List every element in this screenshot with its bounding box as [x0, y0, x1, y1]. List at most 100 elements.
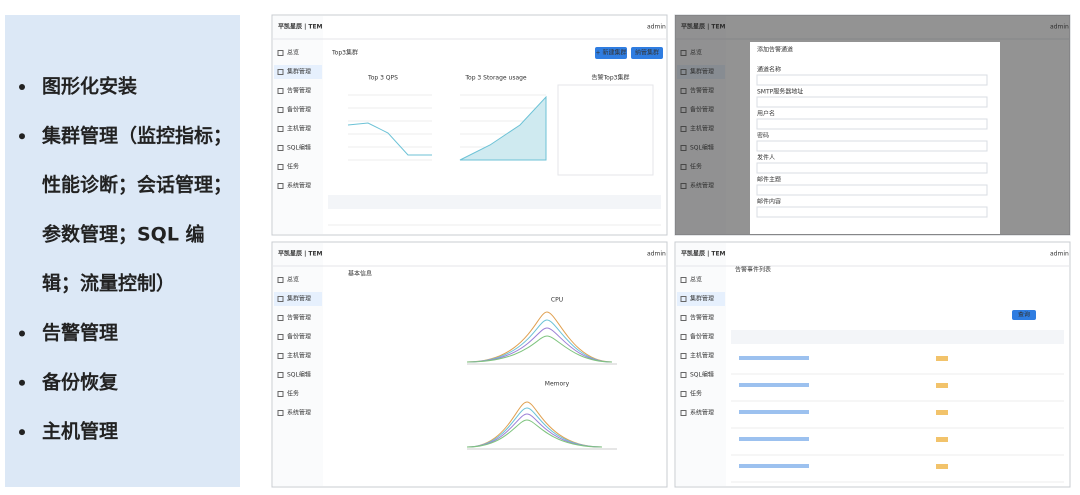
menu-icon: [277, 126, 284, 132]
brand: 平凯星辰 | TEM: [278, 250, 323, 258]
brand: 平凯星辰 | TEM: [278, 23, 323, 31]
deco-curve: [466, 401, 603, 448]
button-label: + 新建集群: [596, 49, 627, 57]
menu-item[interactable]: 主机管理: [287, 125, 311, 133]
deco-tag: [936, 437, 948, 442]
table-head: [328, 195, 661, 209]
menu-icon: [277, 88, 284, 94]
table-head: [731, 330, 1064, 344]
menu-icon: [277, 50, 284, 56]
deco-curve: [466, 319, 613, 363]
deco-curve: [466, 335, 613, 363]
menu-item[interactable]: 集群管理: [690, 295, 714, 303]
panel-title: 告警Top3集群: [592, 74, 630, 82]
menu-item[interactable]: 备份管理: [287, 106, 311, 114]
menu-icon: [680, 372, 687, 378]
chart-title: Memory: [545, 381, 570, 388]
field-label: SMTP服务器地址: [757, 88, 803, 96]
bullet-text: 主机管理: [42, 420, 118, 443]
button[interactable]: [1012, 310, 1036, 320]
menu-active: [274, 65, 322, 79]
button[interactable]: [595, 47, 627, 59]
field-label: 用户名: [757, 110, 775, 118]
user: admin: [647, 24, 666, 31]
bullet-text: 性能诊断；会话管理；: [42, 173, 232, 196]
menu-item[interactable]: 任务: [287, 390, 299, 398]
deco-curve: [466, 311, 613, 363]
field-input: [756, 162, 988, 174]
menu-item[interactable]: 系统管理: [287, 409, 311, 417]
menu-item[interactable]: SQL编辑: [287, 144, 311, 152]
deco-tag: [936, 356, 948, 361]
menu-item[interactable]: 总览: [690, 276, 702, 284]
field-input: [756, 118, 988, 130]
menu-icon: [277, 107, 284, 113]
panel-title: Top 3 Storage usage: [464, 75, 527, 82]
menu-icon: [680, 296, 687, 302]
field-input: [756, 96, 988, 108]
menu-icon: [680, 334, 687, 340]
bullet-text: 集群管理（监控指标；: [41, 124, 232, 147]
menu-item[interactable]: 告警管理: [690, 314, 714, 322]
menu-item[interactable]: 集群管理: [287, 295, 311, 303]
menu-active: [677, 292, 725, 306]
field-label: 邮件内容: [757, 198, 781, 206]
menu-item[interactable]: 系统管理: [690, 409, 714, 417]
menu-icon: [277, 334, 284, 340]
text-panel: [5, 15, 240, 487]
deco-link: [739, 437, 809, 441]
menu-item[interactable]: 系统管理: [287, 182, 311, 190]
menu-icon: [277, 372, 284, 378]
button-label: 查询: [1018, 311, 1030, 319]
screen-frame: [674, 241, 1071, 488]
menu-item[interactable]: 总览: [287, 276, 299, 284]
menu-icon: [277, 353, 284, 359]
bullet-text: 参数管理；SQL 编: [42, 222, 205, 245]
bullet-text: 图形化安装: [42, 75, 137, 98]
menu-active: [274, 292, 322, 306]
field-label: 邮件主题: [757, 176, 781, 184]
menu-item[interactable]: 主机管理: [690, 352, 714, 360]
bullet-dot: [19, 330, 25, 337]
menu-item[interactable]: 总览: [287, 49, 299, 57]
menu-icon: [277, 296, 284, 302]
deco-line: [347, 122, 432, 156]
field-label: 密码: [757, 132, 769, 140]
field-input: [756, 206, 988, 218]
deco-link: [739, 383, 809, 387]
panel-title: Top 3 QPS: [367, 75, 398, 82]
menu-item[interactable]: 任务: [690, 390, 702, 398]
menu-item[interactable]: SQL编辑: [287, 371, 311, 379]
page-title: Top3集群: [331, 49, 358, 57]
menu-item[interactable]: 任务: [287, 163, 299, 171]
deco-link: [739, 464, 809, 468]
menu-item[interactable]: 集群管理: [287, 68, 311, 76]
menu-item[interactable]: 告警管理: [287, 87, 311, 95]
bullet-dot: [19, 379, 25, 386]
bullet-dot: [19, 84, 25, 90]
menu-icon: [680, 315, 687, 321]
deco-link: [739, 410, 809, 414]
deco-curve: [466, 327, 613, 363]
menu-icon: [680, 391, 687, 397]
tab: 基本信息: [348, 270, 372, 278]
menu-item[interactable]: 主机管理: [287, 352, 311, 360]
deco-tag: [936, 410, 948, 415]
menu-icon: [680, 353, 687, 359]
menu-item[interactable]: 备份管理: [690, 333, 714, 341]
field-label: 发件人: [757, 154, 775, 162]
menu-icon: [277, 391, 284, 397]
deco-tag: [936, 383, 948, 388]
brand: 平凯星辰 | TEM: [681, 250, 726, 258]
sidebar: [273, 243, 323, 486]
menu-icon: [277, 164, 284, 170]
button[interactable]: [631, 47, 663, 59]
bullet-dot: [19, 429, 25, 436]
menu-icon: [277, 315, 284, 321]
field-input: [756, 140, 988, 152]
menu-item[interactable]: SQL编辑: [690, 371, 714, 379]
bullet-text: 辑；流量控制）: [42, 272, 175, 295]
modal-title: 添加告警通道: [757, 46, 793, 54]
menu-item[interactable]: 备份管理: [287, 333, 311, 341]
menu-item[interactable]: 告警管理: [287, 314, 311, 322]
